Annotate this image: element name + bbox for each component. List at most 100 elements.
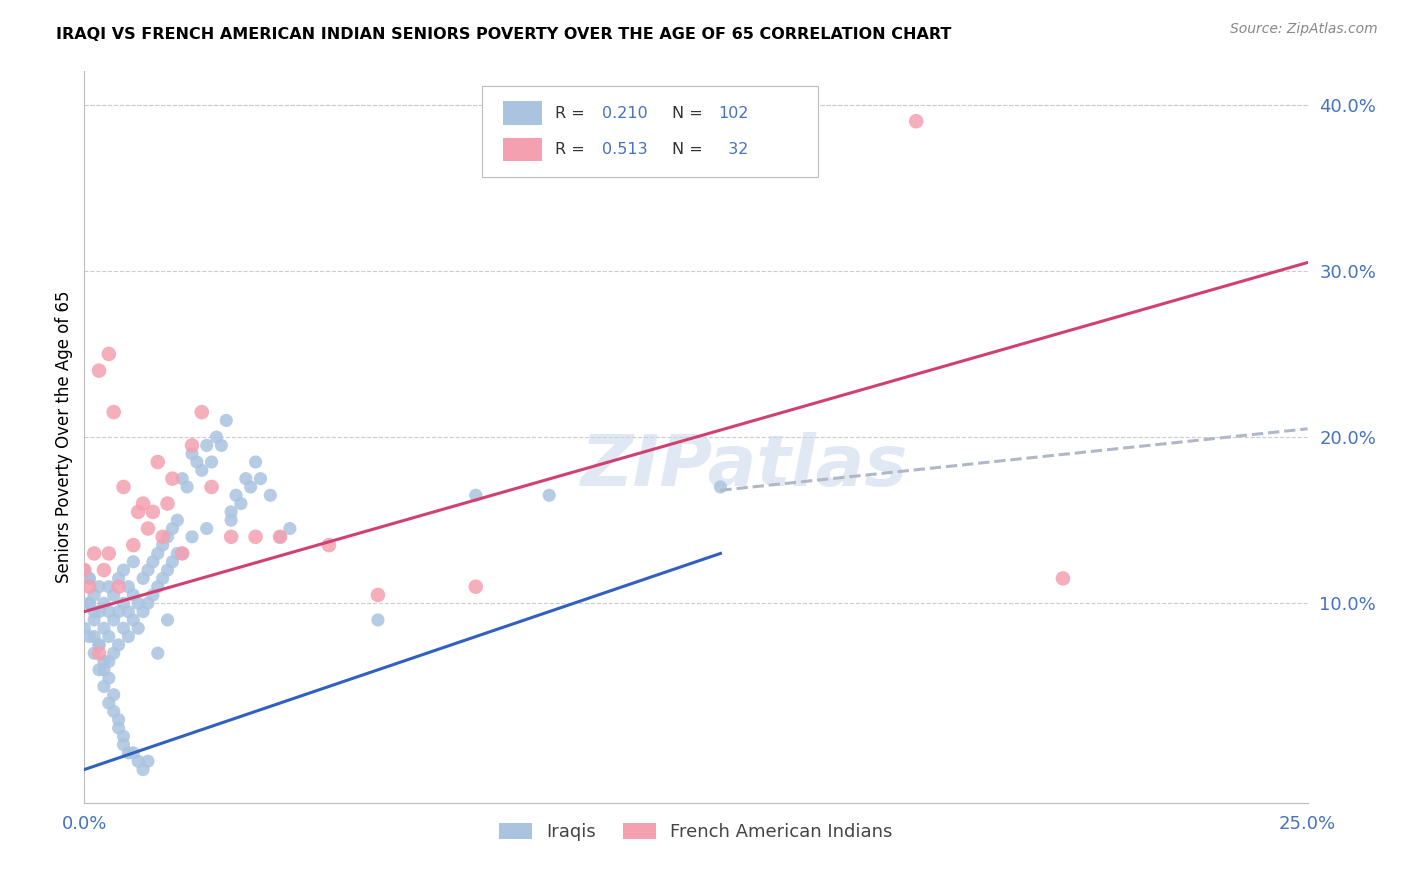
Point [1052, 571, 1074, 585]
Text: 0.210: 0.210 [602, 105, 648, 120]
Point [172, 546, 194, 560]
Text: 0.513: 0.513 [602, 142, 647, 157]
Point [93, 680, 115, 694]
Point [97, 580, 120, 594]
Point [152, 538, 174, 552]
Point [103, 588, 125, 602]
Point [127, 596, 149, 610]
Point [87, 605, 110, 619]
Point [225, 488, 247, 502]
Point [77, 571, 100, 585]
Point [195, 438, 218, 452]
Point [77, 580, 100, 594]
Text: R =: R = [555, 142, 591, 157]
Point [117, 746, 139, 760]
Point [107, 721, 129, 735]
Point [107, 571, 129, 585]
Point [132, 605, 155, 619]
Point [107, 580, 129, 594]
Point [146, 646, 169, 660]
Point [107, 713, 129, 727]
Point [112, 738, 135, 752]
Point [162, 555, 184, 569]
Point [112, 563, 135, 577]
Point [87, 646, 110, 660]
Point [229, 497, 252, 511]
Point [103, 646, 125, 660]
Point [83, 605, 105, 619]
Point [136, 521, 159, 535]
Point [239, 480, 262, 494]
FancyBboxPatch shape [482, 86, 818, 178]
Legend: Iraqis, French American Indians: Iraqis, French American Indians [492, 816, 900, 848]
Point [172, 472, 194, 486]
Text: ZIPatlas: ZIPatlas [581, 432, 908, 500]
Point [278, 521, 301, 535]
Point [195, 521, 218, 535]
Point [97, 605, 120, 619]
Point [181, 447, 204, 461]
Point [245, 530, 267, 544]
Point [117, 630, 139, 644]
Point [176, 480, 198, 494]
Point [146, 580, 169, 594]
Point [136, 596, 159, 610]
Text: N =: N = [672, 105, 707, 120]
Point [93, 563, 115, 577]
Point [215, 413, 238, 427]
Point [200, 480, 222, 494]
Point [464, 580, 486, 594]
Point [209, 438, 232, 452]
Point [127, 505, 149, 519]
Point [112, 729, 135, 743]
Point [97, 671, 120, 685]
Point [93, 621, 115, 635]
Point [87, 363, 110, 377]
Point [132, 763, 155, 777]
Point [367, 613, 389, 627]
Point [83, 646, 105, 660]
Point [181, 438, 204, 452]
Point [87, 663, 110, 677]
Point [142, 505, 165, 519]
Point [93, 596, 115, 610]
Point [162, 472, 184, 486]
Point [122, 538, 145, 552]
Point [122, 555, 145, 569]
Point [172, 546, 194, 560]
Point [87, 638, 110, 652]
Point [127, 754, 149, 768]
Point [103, 705, 125, 719]
Point [156, 497, 179, 511]
Point [905, 114, 928, 128]
Point [87, 580, 110, 594]
Point [269, 530, 291, 544]
Point [117, 580, 139, 594]
Point [112, 621, 135, 635]
Point [166, 513, 188, 527]
Point [318, 538, 340, 552]
Point [142, 555, 165, 569]
Point [97, 546, 120, 560]
Text: N =: N = [672, 142, 707, 157]
Point [83, 630, 105, 644]
Point [103, 405, 125, 419]
Point [112, 596, 135, 610]
Point [93, 663, 115, 677]
Point [77, 630, 100, 644]
Point [117, 605, 139, 619]
Point [77, 596, 100, 610]
Point [367, 588, 389, 602]
Point [136, 563, 159, 577]
Point [146, 546, 169, 560]
Point [127, 621, 149, 635]
Point [709, 480, 731, 494]
Point [77, 571, 100, 585]
Point [219, 513, 242, 527]
Point [249, 472, 271, 486]
Text: Source: ZipAtlas.com: Source: ZipAtlas.com [1230, 22, 1378, 37]
Point [259, 488, 281, 502]
Y-axis label: Seniors Poverty Over the Age of 65: Seniors Poverty Over the Age of 65 [55, 291, 73, 583]
Bar [503, 102, 541, 125]
Point [200, 455, 222, 469]
